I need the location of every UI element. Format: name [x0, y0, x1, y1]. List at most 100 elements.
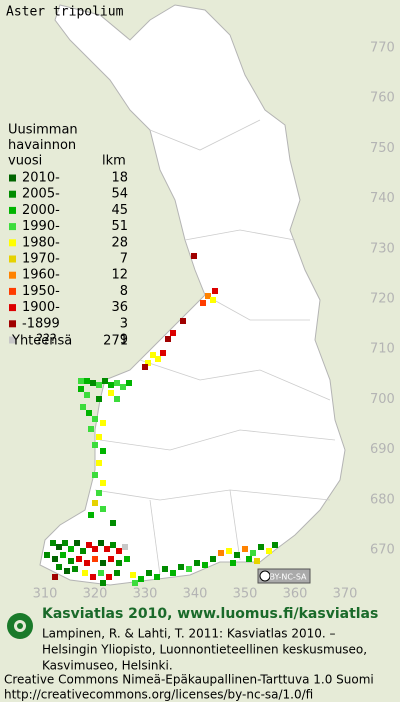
legend-count: 28	[111, 235, 128, 250]
grid-y-label: 720	[370, 292, 395, 307]
occurrence-square	[132, 580, 138, 586]
occurrence-square	[102, 378, 108, 384]
grid-x-label: 330	[133, 587, 158, 602]
occurrence-square	[56, 564, 62, 570]
grid-y-label: 710	[370, 342, 395, 357]
legend-label: 1950-	[22, 284, 60, 299]
occurrence-square	[104, 546, 110, 552]
occurrence-square	[226, 548, 232, 554]
legend-total-label: Yhteensä	[11, 334, 72, 349]
grid-x-label: 350	[233, 587, 258, 602]
occurrence-square	[88, 512, 94, 518]
occurrence-square	[272, 542, 278, 548]
grid-y-label: 670	[370, 543, 395, 558]
legend-swatch	[9, 304, 16, 312]
license-badge: BY-NC-SA	[257, 568, 311, 584]
occurrence-square	[130, 572, 136, 578]
legend-count: 18	[111, 171, 128, 186]
occurrence-square	[114, 570, 120, 576]
legend-label: 1980-	[22, 235, 60, 250]
occurrence-square	[78, 386, 84, 392]
footer-heading: Kasviatlas 2010, www.luomus.fi/kasviatla…	[42, 606, 378, 622]
grid-y-label: 760	[370, 91, 395, 106]
occurrence-square	[90, 574, 96, 580]
grid-x-label: 360	[283, 587, 308, 602]
occurrence-square	[74, 540, 80, 546]
grid-y-label: 770	[370, 41, 395, 56]
occurrence-square	[92, 416, 98, 422]
occurrence-square	[60, 552, 66, 558]
legend-label: 1970-	[22, 252, 60, 267]
legend-count: 36	[111, 300, 128, 315]
legend-swatch	[9, 206, 16, 214]
legend-label: 1960-	[22, 268, 60, 283]
legend-count: 51	[111, 219, 128, 234]
occurrence-square	[84, 392, 90, 398]
occurrence-square	[100, 480, 106, 486]
occurrence-square	[86, 410, 92, 416]
grid-y-label: 690	[370, 442, 395, 457]
legend-swatch	[9, 174, 16, 182]
occurrence-square	[124, 556, 130, 562]
legend-label: 2000-	[22, 203, 60, 218]
occurrence-square	[170, 330, 176, 336]
occurrence-square	[154, 574, 160, 580]
occurrence-square	[96, 434, 102, 440]
legend-swatch	[9, 271, 16, 279]
occurrence-square	[114, 396, 120, 402]
occurrence-square	[254, 558, 260, 564]
occurrence-square	[250, 550, 256, 556]
legend-count: 7	[120, 252, 128, 267]
occurrence-square	[92, 500, 98, 506]
occurrence-square	[52, 556, 58, 562]
grid-y-label: 700	[370, 392, 395, 407]
citation-line: Kasvimuseo, Helsinki.	[42, 659, 173, 673]
occurrence-square	[170, 570, 176, 576]
occurrence-square	[194, 560, 200, 566]
occurrence-square	[120, 384, 126, 390]
legend-label: -1899	[22, 316, 60, 331]
legend-header: Uusimman	[8, 123, 78, 138]
grid-y-label: 750	[370, 141, 395, 156]
occurrence-square	[100, 420, 106, 426]
grid-x-label: 340	[183, 587, 208, 602]
occurrence-square	[92, 546, 98, 552]
legend-count-header: lkm	[102, 154, 126, 169]
occurrence-square	[84, 378, 90, 384]
legend-count: 45	[111, 203, 128, 218]
legend-swatch	[9, 223, 16, 231]
occurrence-square	[186, 566, 192, 572]
logo	[7, 613, 33, 639]
legend-label: ???	[36, 333, 57, 348]
legend-label: 1900-	[22, 300, 60, 315]
occurrence-square	[76, 556, 82, 562]
license-line: Creative Commons Nimeä-Epäkaupallinen-Ta…	[4, 673, 374, 687]
legend-swatch	[9, 287, 16, 295]
citation-line: Lampinen, R. & Lahti, T. 2011: Kasviatla…	[42, 627, 336, 641]
occurrence-square	[68, 558, 74, 564]
occurrence-square	[138, 576, 144, 582]
legend-label: 1990-	[22, 219, 60, 234]
occurrence-square	[246, 556, 252, 562]
occurrence-square	[178, 564, 184, 570]
occurrence-square	[230, 560, 236, 566]
grid-y-label: 680	[370, 492, 395, 507]
occurrence-square	[160, 350, 166, 356]
occurrence-square	[52, 574, 58, 580]
license-line: http://creativecommons.org/licenses/by-n…	[4, 688, 313, 702]
occurrence-square	[210, 297, 216, 303]
occurrence-square	[266, 548, 272, 554]
occurrence-square	[146, 570, 152, 576]
occurrence-square	[205, 293, 211, 299]
occurrence-square	[82, 570, 88, 576]
occurrence-square	[110, 542, 116, 548]
grid-y-label: 730	[370, 241, 395, 256]
species-title: Aster tripolium	[6, 5, 124, 20]
occurrence-square	[86, 542, 92, 548]
legend-swatch	[9, 190, 16, 198]
grid-x-label: 320	[83, 587, 108, 602]
occurrence-square	[96, 460, 102, 466]
occurrence-square	[92, 556, 98, 562]
grid-x-label: 370	[333, 587, 358, 602]
